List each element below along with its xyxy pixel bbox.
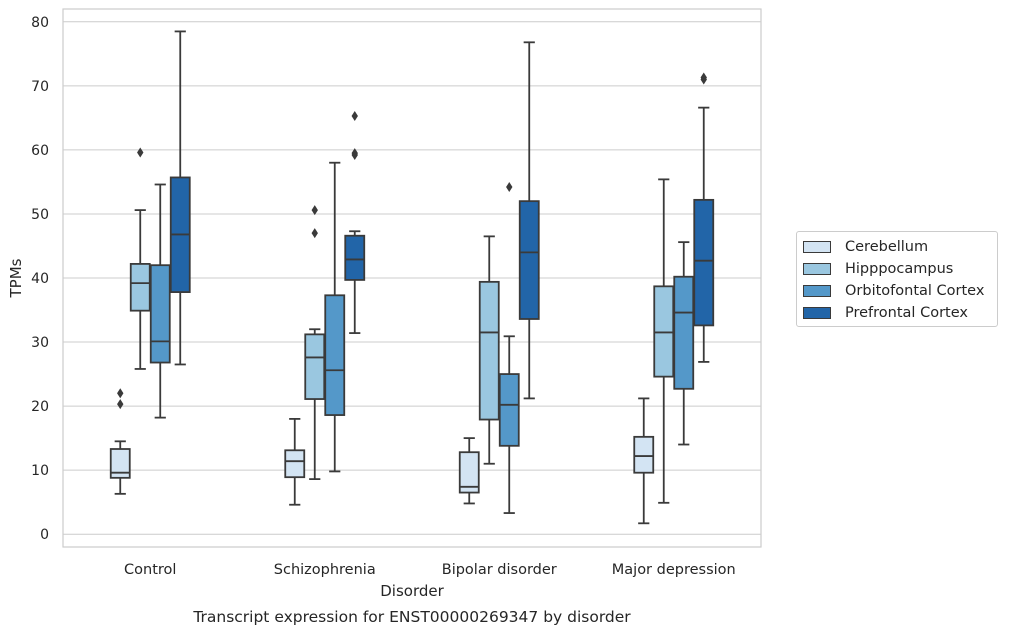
box (129, 263, 151, 312)
outlier-marker (351, 110, 358, 121)
box (498, 373, 520, 447)
y-tick-label: 60 (31, 143, 49, 159)
y-axis-label: TPMs (7, 258, 25, 298)
grid-lines (63, 21, 761, 535)
box-plot (693, 72, 715, 363)
x-tick-label: Major depression (612, 562, 736, 578)
y-tick-label: 20 (31, 399, 49, 415)
legend-label: Orbitofontal Cortex (845, 283, 985, 299)
legend-label: Prefrontal Cortex (845, 305, 968, 321)
box (109, 448, 131, 479)
box-plot (458, 437, 480, 505)
legend-label: Hipppocampus (845, 261, 954, 277)
outlier-marker (351, 148, 358, 159)
box-plot (673, 241, 695, 446)
x-tick-label: Control (124, 562, 176, 578)
box-plot (129, 147, 151, 370)
box (693, 198, 715, 327)
outlier-marker (117, 399, 124, 410)
x-tick-label: Bipolar disorder (442, 562, 557, 578)
legend-item: Cerebellum (803, 236, 997, 258)
box (633, 435, 655, 474)
box-plot (304, 205, 326, 481)
legend: Cerebellum Hipppocampus Orbitofontal Corte… (796, 231, 998, 327)
box-plot (149, 183, 171, 419)
box (284, 449, 306, 479)
legend-item: Hipppocampus (803, 258, 997, 280)
y-tick-label: 30 (31, 335, 49, 351)
legend-swatch (803, 307, 831, 319)
legend-swatch (803, 263, 831, 275)
box-plot (518, 41, 540, 400)
box-plot (169, 30, 191, 366)
outlier-marker (311, 228, 318, 239)
y-tick-label: 0 (40, 527, 49, 543)
outlier-marker (117, 388, 124, 399)
outlier-marker (506, 182, 513, 193)
legend-item: Orbitofontal Cortex (803, 280, 997, 302)
box-plot (478, 235, 500, 465)
box-plots (109, 30, 715, 525)
y-tick-label: 70 (31, 79, 49, 95)
box (149, 264, 171, 364)
box-plot (344, 110, 366, 334)
legend-swatch (803, 285, 831, 297)
y-tick-label: 40 (31, 271, 49, 287)
y-tick-label: 80 (31, 15, 49, 31)
x-axis-label: Disorder (380, 582, 444, 600)
y-tick-label: 50 (31, 207, 49, 223)
legend-item: Prefrontal Cortex (803, 302, 997, 324)
box (653, 285, 675, 378)
chart-caption: Transcript expression for ENST0000026934… (192, 608, 631, 626)
box-plot (633, 397, 655, 525)
y-tick-label: 10 (31, 463, 49, 479)
legend-label: Cerebellum (845, 239, 929, 255)
box (344, 234, 366, 281)
box (324, 294, 346, 416)
box (304, 333, 326, 400)
outlier-marker (137, 147, 144, 158)
box (458, 451, 480, 494)
box (478, 280, 500, 421)
box (673, 275, 695, 390)
y-tick-labels: 0 10 20 30 40 50 60 70 80 (31, 15, 49, 543)
x-tick-labels: Control Schizophrenia Bipolar disorder Majo… (124, 562, 736, 578)
box-plot (324, 161, 346, 473)
box-plot (653, 178, 675, 504)
box-plot (109, 388, 131, 495)
box (518, 200, 540, 320)
x-tick-label: Schizophrenia (274, 562, 376, 578)
box-plot (284, 418, 306, 506)
legend-swatch (803, 241, 831, 253)
outlier-marker (311, 205, 318, 216)
outlier-marker (700, 72, 707, 83)
box-plot (498, 182, 520, 514)
